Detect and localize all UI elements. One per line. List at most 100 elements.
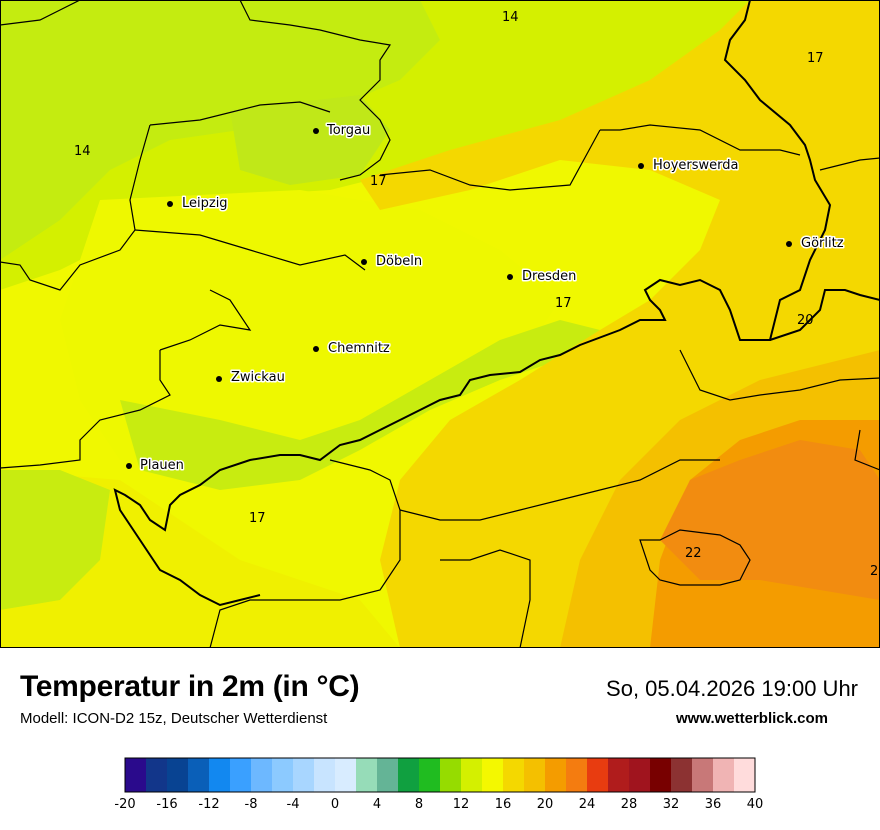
legend-swatch [545,758,567,792]
city-doebeln[interactable]: Döbeln [361,253,424,271]
city-dot [126,463,132,469]
isoline-label: 20 [797,313,814,328]
city-goerlitz[interactable]: Görlitz [786,235,845,253]
city-hoyerswerda[interactable]: Hoyerswerda [638,157,740,175]
legend-tick-label: 40 [747,797,764,812]
city-label: Leipzig [182,196,228,211]
legend-swatch [146,758,168,792]
city-label: Hoyerswerda [653,158,739,173]
admin-borders [0,0,880,648]
legend-tick-label: -16 [156,797,177,812]
legend-tick-label: -12 [198,797,219,812]
legend-tick-label: -4 [287,797,300,812]
isoline-label: 2 [870,564,878,579]
legend-swatch [713,758,735,792]
national-border [113,0,832,607]
legend-swatch [440,758,462,792]
legend-swatch [356,758,378,792]
temp-zone-yellow-center [60,190,560,480]
website-link[interactable]: www.wetterblick.com [676,710,828,727]
legend-tick-label: 0 [331,797,339,812]
legend-swatch [461,758,483,792]
city-dot [638,163,644,169]
city-label: Torgau [326,123,370,138]
legend-swatch [503,758,525,792]
legend-swatch [125,758,147,792]
isoline-label: 17 [370,174,387,189]
legend-swatch [335,758,357,792]
city-dot [216,376,222,382]
legend-swatch [209,758,231,792]
legend-swatch [587,758,609,792]
legend-swatch [482,758,504,792]
legend-swatch [398,758,420,792]
legend-tick-label: -20 [114,797,135,812]
isoline-label: 14 [74,144,91,159]
legend-swatch [692,758,714,792]
legend-swatch [629,758,651,792]
temp-zone-green-sw [0,470,110,610]
city-dresden[interactable]: Dresden [507,268,578,286]
legend-swatch [419,758,441,792]
city-torgau[interactable]: Torgau [313,122,372,140]
city-dot [313,346,319,352]
model-source: Modell: ICON-D2 15z, Deutscher Wetterdie… [20,710,328,727]
legend-swatch [734,758,756,792]
temp-zone-orange-hot [660,440,880,600]
legend-tick-label: 16 [495,797,512,812]
isoline-label: 17 [807,51,824,66]
city-plauen[interactable]: Plauen [126,457,185,475]
city-markers: Torgau Leipzig Hoyerswerda Döbeln Dresde… [126,122,845,475]
isoline-label: 22 [685,546,702,561]
isoline-label: 17 [555,296,572,311]
city-dot [167,201,173,207]
temp-zone-green-torgau [230,95,390,185]
legend-tick-label: 28 [621,797,638,812]
legend-swatch [650,758,672,792]
temperature-map: Torgau Leipzig Hoyerswerda Döbeln Dresde… [0,0,880,648]
city-zwickau[interactable]: Zwickau [216,369,286,387]
legend-swatch [167,758,189,792]
legend-swatch [230,758,252,792]
legend-tick-label: 36 [705,797,722,812]
footer: Temperatur in 2m (in °C) Modell: ICON-D2… [0,648,880,830]
forecast-datetime: So, 05.04.2026 19:00 Uhr [606,676,858,701]
legend-tick-label: 32 [663,797,680,812]
legend-tick-label: -8 [245,797,258,812]
city-chemnitz[interactable]: Chemnitz [313,340,391,358]
national-border-east [769,289,880,341]
legend-swatch [608,758,630,792]
color-legend: -20 -16 -12 -8 -4 0 4 8 12 16 20 24 28 32 36 40 [114,757,763,812]
legend-swatches [124,757,756,793]
legend-tick-label: 8 [415,797,423,812]
legend-ticks: -20 -16 -12 -8 -4 0 4 8 12 16 20 24 28 32 36 40 [114,797,763,812]
city-leipzig[interactable]: Leipzig [167,195,229,213]
legend-tick-label: 4 [373,797,381,812]
legend-tick-label: 20 [537,797,554,812]
city-label: Görlitz [801,236,844,251]
legend-tick-label: 12 [453,797,470,812]
legend-swatch [566,758,588,792]
city-label: Dresden [522,269,576,284]
temp-zone-green-nw [0,0,440,260]
isoline-label: 17 [249,511,266,526]
city-dot [507,274,513,280]
legend-swatch [188,758,210,792]
city-dot [786,241,792,247]
city-dot [361,259,367,265]
legend-tick-label: 24 [579,797,596,812]
legend-swatch [524,758,546,792]
city-label: Chemnitz [328,341,390,356]
legend-swatch [314,758,336,792]
isoline-label: 14 [502,10,519,25]
legend-swatch [293,758,315,792]
temp-zone-green-band [120,320,600,490]
city-dot [313,128,319,134]
city-label: Zwickau [231,370,285,385]
legend-swatch [377,758,399,792]
legend-swatch [671,758,693,792]
legend-frame [124,757,756,793]
city-label: Döbeln [376,254,422,269]
legend-swatch [251,758,273,792]
map-title: Temperatur in 2m (in °C) [20,670,360,703]
